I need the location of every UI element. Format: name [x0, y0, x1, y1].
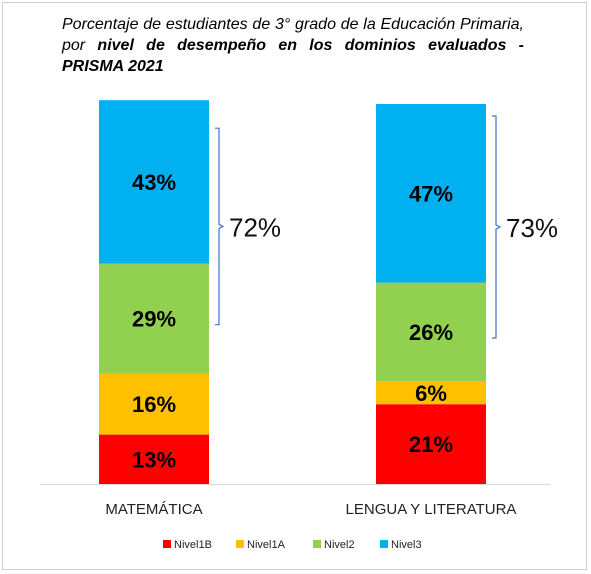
data-label-lengua-y-literatura-nivel1b: 21% — [409, 432, 453, 457]
legend-swatch-nivel3 — [380, 540, 388, 548]
legend-swatch-nivel2 — [313, 540, 321, 548]
data-label-lengua-y-literatura-nivel3: 47% — [409, 181, 453, 206]
bar-segment-matematica-nivel3 — [99, 100, 209, 264]
bar-segment-matematica-nivel1b — [99, 434, 209, 484]
bar-segment-matematica-nivel1a — [99, 373, 209, 435]
bracket-label-matematica: 72% — [229, 212, 281, 242]
bar-segment-lengua-y-literatura-nivel3 — [376, 104, 486, 283]
bar-segment-lengua-y-literatura-nivel1b — [376, 404, 486, 484]
data-label-matematica-nivel3: 43% — [132, 170, 176, 195]
chart-title: Porcentaje de estudiantes de 3° grado de… — [62, 14, 524, 77]
legend-swatch-nivel1b — [163, 540, 171, 548]
bracket-lengua-y-literatura — [492, 115, 502, 339]
legend-label-nivel1a: Nivel1A — [247, 539, 286, 551]
bracket-label-lengua-y-literatura: 73% — [506, 213, 558, 243]
data-label-matematica-nivel2: 29% — [132, 307, 176, 332]
data-label-lengua-y-literatura-nivel1a: 6% — [415, 381, 447, 406]
category-label-lengua-y-literatura: LENGUA Y LITERATURA — [346, 501, 517, 518]
legend-label-nivel1b: Nivel1B — [174, 539, 212, 551]
data-label-matematica-nivel1b: 13% — [132, 447, 176, 472]
chart-title-bold: nivel de desempeño en los dominios evalu… — [62, 37, 524, 75]
chart-title-prefix: Porcentaje de estudiantes de 3° grado de… — [62, 16, 524, 54]
legend-label-nivel2: Nivel2 — [324, 539, 355, 551]
legend-label-nivel3: Nivel3 — [391, 539, 422, 551]
legend-swatch-nivel1a — [236, 540, 244, 548]
category-label-matematica: MATEMÁTICA — [105, 501, 202, 518]
bar-segment-lengua-y-literatura-nivel2 — [376, 282, 486, 382]
bracket-matematica — [215, 127, 225, 326]
bar-segment-matematica-nivel2 — [99, 263, 209, 374]
data-label-matematica-nivel1a: 16% — [132, 392, 176, 417]
data-label-lengua-y-literatura-nivel2: 26% — [409, 320, 453, 345]
bar-segment-lengua-y-literatura-nivel1a — [376, 381, 486, 405]
